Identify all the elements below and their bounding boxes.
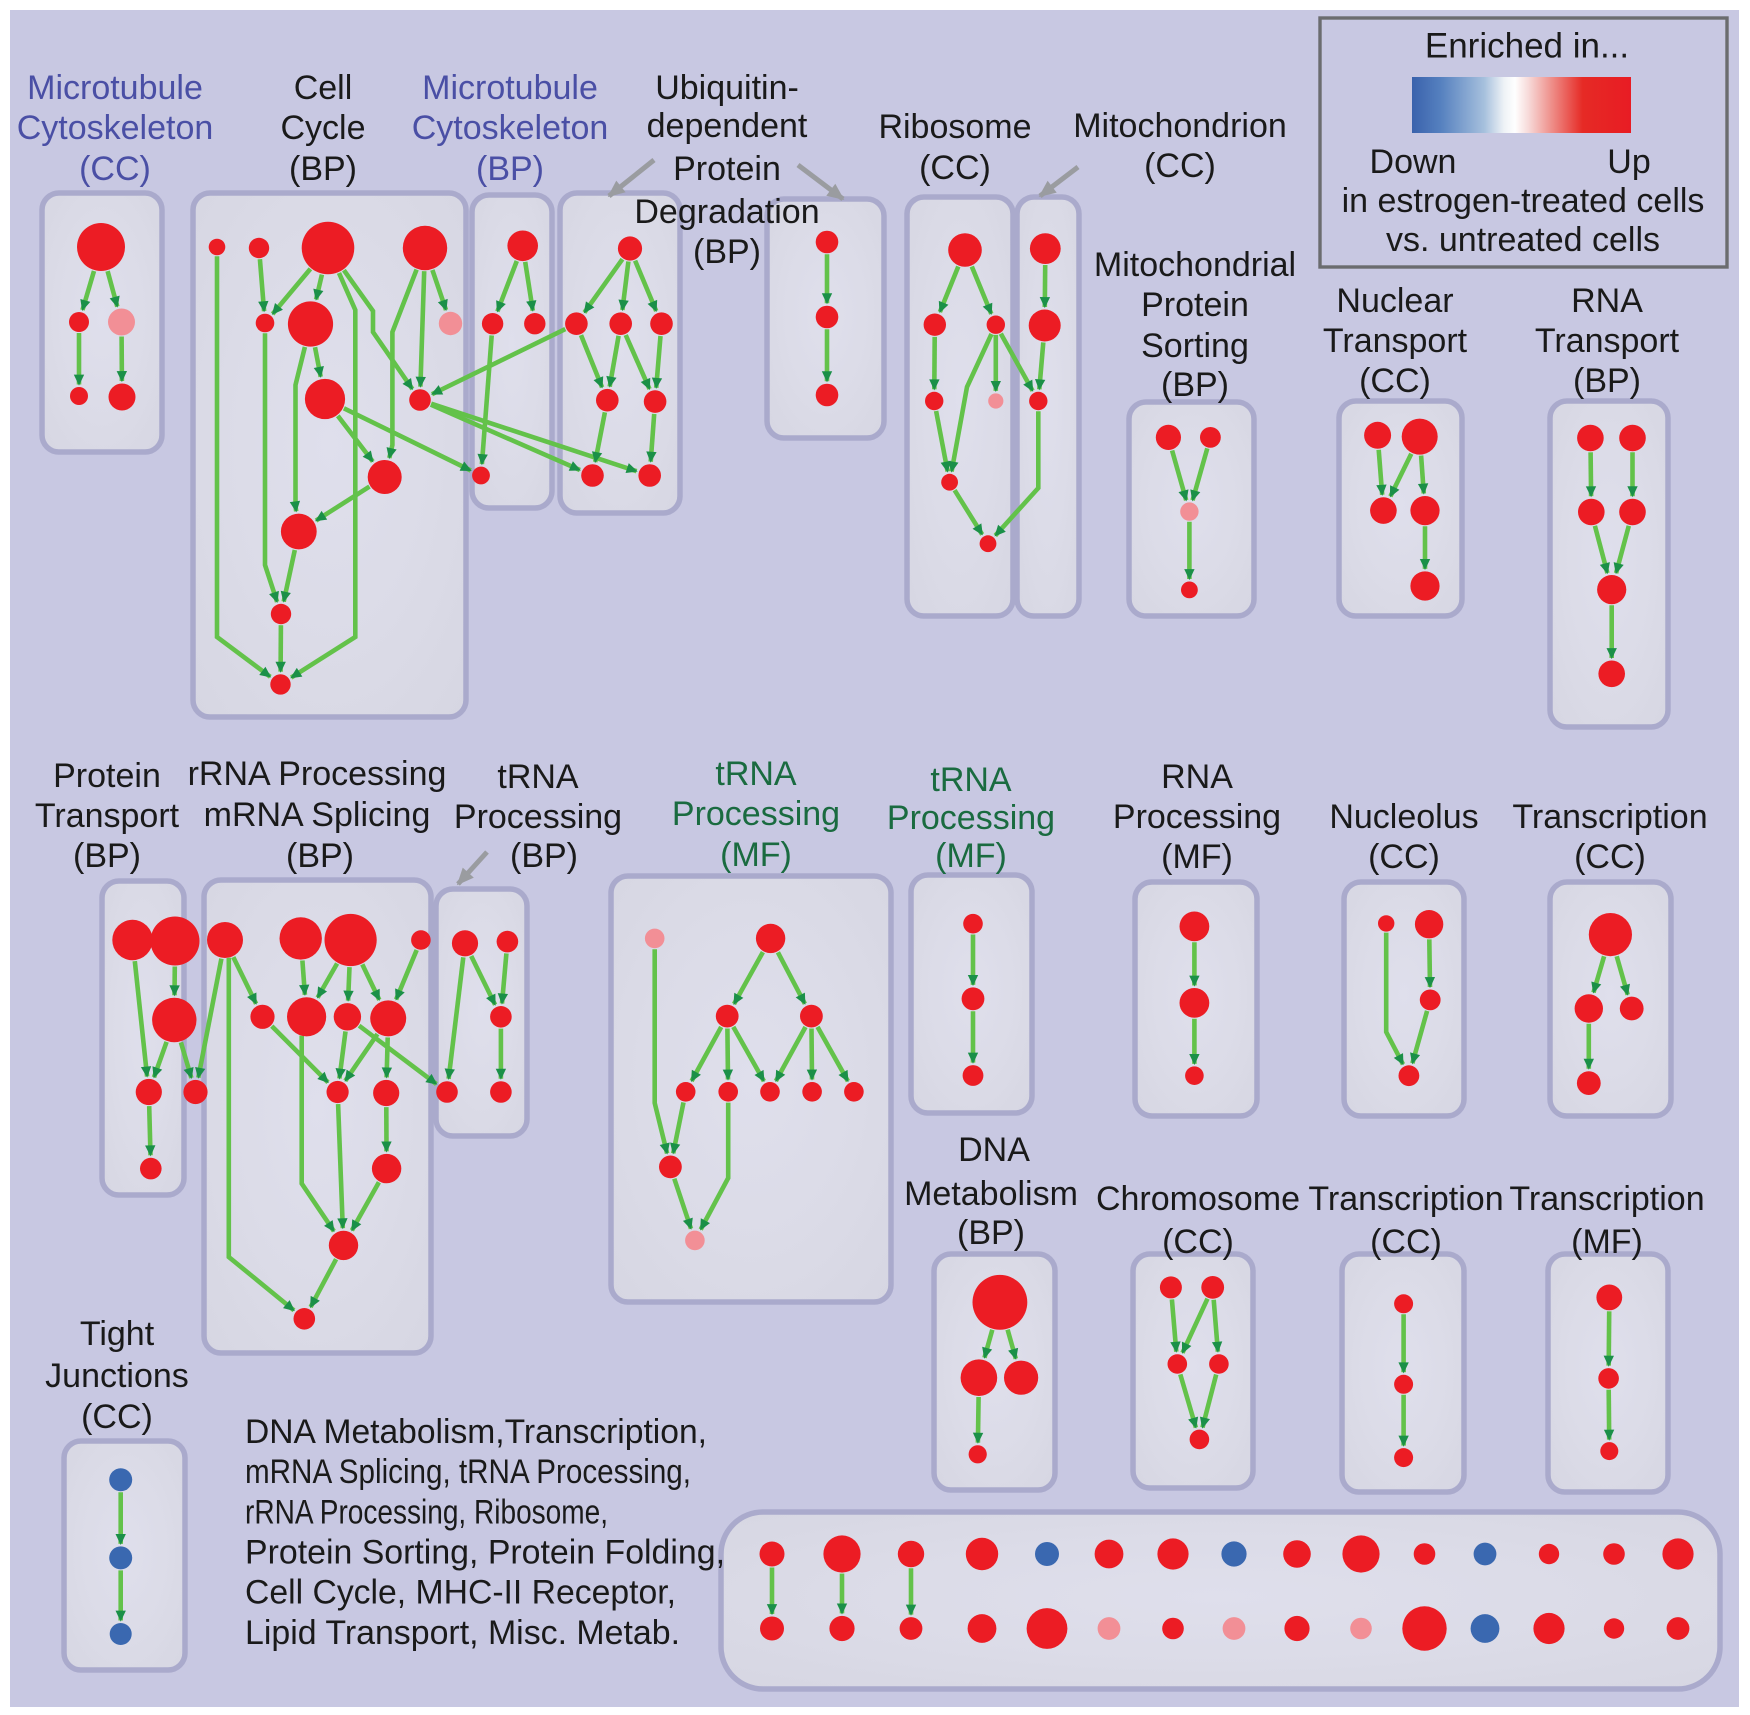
- svg-text:mRNA Splicing: mRNA Splicing: [204, 796, 431, 834]
- svg-text:Transport: Transport: [1535, 322, 1680, 360]
- svg-text:tRNA: tRNA: [497, 758, 579, 796]
- svg-text:Metabolism: Metabolism: [904, 1175, 1078, 1213]
- svg-text:(CC): (CC): [79, 150, 151, 188]
- svg-text:(BP): (BP): [476, 150, 544, 188]
- svg-text:(MF): (MF): [1161, 838, 1233, 876]
- svg-text:(BP): (BP): [510, 837, 578, 875]
- svg-text:Enriched in...: Enriched in...: [1425, 26, 1629, 65]
- svg-text:Cycle: Cycle: [280, 109, 365, 147]
- svg-text:Processing: Processing: [672, 795, 840, 833]
- svg-text:dependent: dependent: [647, 107, 808, 145]
- svg-text:(BP): (BP): [1573, 362, 1641, 400]
- svg-text:(CC): (CC): [1574, 838, 1646, 876]
- svg-text:Mitochondrion: Mitochondrion: [1073, 107, 1287, 145]
- svg-text:rRNA Processing: rRNA Processing: [188, 755, 447, 793]
- svg-text:RNA: RNA: [1161, 758, 1233, 796]
- svg-text:in estrogen-treated cells: in estrogen-treated cells: [1342, 182, 1705, 220]
- svg-text:Protein: Protein: [673, 150, 781, 188]
- svg-text:(MF): (MF): [1571, 1223, 1643, 1261]
- svg-text:Degradation: Degradation: [634, 193, 819, 231]
- svg-text:Microtubule: Microtubule: [27, 69, 203, 107]
- svg-text:Up: Up: [1607, 143, 1650, 181]
- svg-text:(MF): (MF): [720, 836, 792, 874]
- svg-text:(CC): (CC): [1144, 147, 1216, 185]
- svg-text:Transcription: Transcription: [1509, 1180, 1704, 1218]
- svg-text:(CC): (CC): [81, 1398, 153, 1436]
- svg-text:(BP): (BP): [693, 233, 761, 271]
- svg-text:mRNA Splicing, tRNA Processing: mRNA Splicing, tRNA Processing,: [245, 1453, 691, 1491]
- svg-text:Transport: Transport: [1323, 322, 1468, 360]
- svg-text:tRNA: tRNA: [930, 761, 1012, 799]
- svg-text:Nuclear: Nuclear: [1336, 282, 1453, 320]
- svg-text:Transport: Transport: [35, 797, 180, 835]
- svg-text:Down: Down: [1370, 143, 1457, 181]
- svg-text:Lipid Transport, Misc. Metab.: Lipid Transport, Misc. Metab.: [245, 1614, 680, 1652]
- svg-text:Protein: Protein: [1141, 286, 1249, 324]
- svg-text:Processing: Processing: [454, 798, 622, 836]
- svg-text:Cytoskeleton: Cytoskeleton: [412, 109, 609, 147]
- svg-text:(BP): (BP): [957, 1214, 1025, 1252]
- svg-text:Junctions: Junctions: [45, 1357, 189, 1395]
- svg-text:Chromosome: Chromosome: [1096, 1180, 1300, 1218]
- svg-text:(BP): (BP): [1161, 366, 1229, 404]
- svg-text:rRNA Processing, Ribosome,: rRNA Processing, Ribosome,: [245, 1493, 608, 1531]
- svg-text:Processing: Processing: [887, 799, 1055, 837]
- svg-text:Transcription: Transcription: [1308, 1180, 1503, 1218]
- svg-text:Processing: Processing: [1113, 798, 1281, 836]
- svg-text:Ubiquitin-: Ubiquitin-: [655, 69, 799, 107]
- svg-text:(CC): (CC): [1370, 1223, 1442, 1261]
- svg-text:(CC): (CC): [1162, 1223, 1234, 1261]
- svg-text:(MF): (MF): [935, 837, 1007, 875]
- svg-text:(CC): (CC): [1359, 362, 1431, 400]
- svg-text:Tight: Tight: [80, 1315, 155, 1353]
- svg-text:Cytoskeleton: Cytoskeleton: [17, 109, 214, 147]
- svg-text:(BP): (BP): [289, 150, 357, 188]
- svg-text:Transcription: Transcription: [1512, 798, 1707, 836]
- svg-text:Microtubule: Microtubule: [422, 69, 598, 107]
- svg-text:tRNA: tRNA: [715, 755, 797, 793]
- svg-text:(BP): (BP): [286, 837, 354, 875]
- svg-text:vs. untreated cells: vs. untreated cells: [1386, 221, 1660, 259]
- svg-text:Mitochondrial: Mitochondrial: [1094, 246, 1296, 284]
- svg-text:Protein Sorting, Protein Foldi: Protein Sorting, Protein Folding,: [245, 1534, 725, 1572]
- svg-text:Cell Cycle, MHC-II Receptor,: Cell Cycle, MHC-II Receptor,: [245, 1574, 676, 1612]
- svg-text:DNA: DNA: [958, 1131, 1030, 1169]
- svg-text:Ribosome: Ribosome: [878, 108, 1031, 146]
- svg-text:Cell: Cell: [294, 69, 353, 107]
- svg-text:RNA: RNA: [1571, 282, 1643, 320]
- svg-text:DNA Metabolism,Transcription,: DNA Metabolism,Transcription,: [245, 1413, 707, 1451]
- svg-text:Nucleolus: Nucleolus: [1329, 798, 1478, 836]
- svg-text:(CC): (CC): [1368, 838, 1440, 876]
- svg-text:Protein: Protein: [53, 757, 161, 795]
- svg-text:Sorting: Sorting: [1141, 327, 1249, 365]
- svg-text:(CC): (CC): [919, 149, 991, 187]
- svg-text:(BP): (BP): [73, 837, 141, 875]
